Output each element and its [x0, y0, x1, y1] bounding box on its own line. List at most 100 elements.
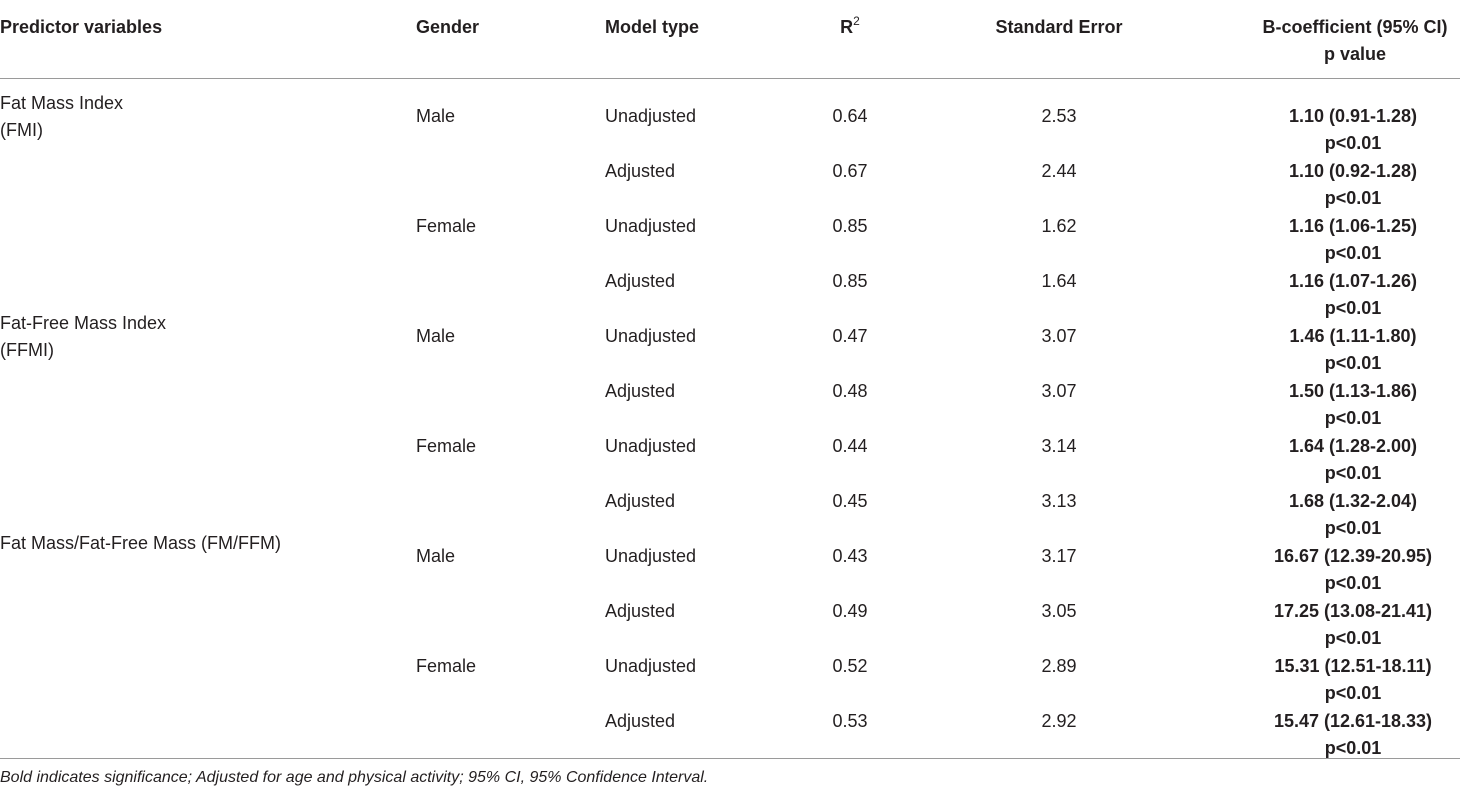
r-squared-cell: 0.43: [832, 546, 868, 566]
r-squared-cell: 0.67: [832, 161, 868, 181]
table-row: Adjusted 0.49 3.05 17.25 (13.08-21.41) p<0.0…: [0, 585, 1460, 648]
model-type-cell: Adjusted: [605, 711, 676, 731]
predictor-name: Fat Mass Index: [0, 93, 124, 113]
r-squared-cell: 0.44: [832, 436, 868, 456]
b-coefficient-cell: 1.68 (1.32-2.04) p<0.01: [1250, 488, 1456, 542]
model-type-cell: Unadjusted: [605, 106, 697, 126]
table-row: Adjusted 0.53 2.92 15.47 (12.61-18.33) p<0.0…: [0, 695, 1460, 758]
r-squared-cell: 0.52: [832, 656, 868, 676]
standard-error-cell: 1.64: [1041, 271, 1077, 291]
b-coefficient-cell: 1.10 (0.91-1.28) p<0.01: [1250, 103, 1456, 157]
r-squared-cell: 0.49: [832, 601, 868, 621]
model-type-cell: Unadjusted: [605, 326, 697, 346]
table-footnote: Bold indicates significance; Adjusted fo…: [0, 769, 709, 786]
model-type-cell: Adjusted: [605, 381, 676, 401]
r-squared-cell: 0.85: [832, 216, 868, 236]
p-value: p<0.01: [1324, 353, 1382, 373]
b-coefficient-cell: 17.25 (13.08-21.41) p<0.01: [1250, 598, 1456, 652]
table-row: Adjusted 0.48 3.07 1.50 (1.13-1.86) p<0.01: [0, 365, 1460, 428]
standard-error-cell: 2.53: [1041, 106, 1077, 126]
p-value: p<0.01: [1324, 188, 1382, 208]
header-r-squared: R2: [800, 14, 900, 41]
predictor-abbreviation: (FMI): [0, 120, 43, 140]
standard-error-cell: 2.92: [1041, 711, 1077, 731]
header-r-squared-superscript: 2: [853, 14, 860, 28]
predictor-group-fmi: Fat Mass Index (FMI): [0, 90, 123, 144]
header-b-coefficient: B-coefficient (95% CI) p value: [1230, 14, 1460, 68]
header-r-squared-base: R: [840, 17, 854, 37]
r-squared-cell: 0.53: [832, 711, 868, 731]
gender-cell: Male: [416, 546, 456, 566]
coefficient-ci-value: 17.25 (13.08-21.41): [1273, 601, 1433, 621]
table-row: Female Unadjusted 0.85 1.62 1.16 (1.06-1.25)…: [0, 200, 1460, 263]
standard-error-cell: 2.44: [1041, 161, 1077, 181]
standard-error-cell: 3.05: [1041, 601, 1077, 621]
p-value: p<0.01: [1324, 408, 1382, 428]
b-coefficient-cell: 1.16 (1.06-1.25) p<0.01: [1250, 213, 1456, 267]
model-type-cell: Unadjusted: [605, 436, 697, 456]
standard-error-cell: 3.13: [1041, 491, 1077, 511]
b-coefficient-cell: 15.31 (12.51-18.11) p<0.01: [1250, 653, 1456, 707]
coefficient-ci-value: 1.16 (1.07-1.26): [1288, 271, 1418, 291]
header-predictor-variables: Predictor variables: [0, 17, 163, 37]
b-coefficient-cell: 1.16 (1.07-1.26) p<0.01: [1250, 268, 1456, 322]
model-type-cell: Adjusted: [605, 491, 676, 511]
r-squared-cell: 0.47: [832, 326, 868, 346]
table-row: Male Unadjusted 0.47 3.07 1.46 (1.11-1.80) p<…: [0, 310, 1460, 373]
p-value: p<0.01: [1324, 683, 1382, 703]
coefficient-ci-value: 1.50 (1.13-1.86): [1288, 381, 1418, 401]
predictor-name: Fat-Free Mass Index: [0, 313, 167, 333]
gender-cell: Male: [416, 326, 456, 346]
coefficient-ci-value: 1.46 (1.11-1.80): [1289, 326, 1417, 346]
p-value: p<0.01: [1324, 298, 1382, 318]
predictor-group-ffmi: Fat-Free Mass Index (FFMI): [0, 310, 166, 364]
gender-cell: Male: [416, 106, 456, 126]
coefficient-ci-value: 15.47 (12.61-18.33): [1273, 711, 1433, 731]
table-header: Predictor variables Gender Model type R2…: [0, 0, 1460, 79]
table-row: Male Unadjusted 0.64 2.53 1.10 (0.91-1.28) p<…: [0, 90, 1460, 153]
coefficient-ci-value: 1.10 (0.91-1.28): [1288, 106, 1418, 126]
predictor-group-fm-ffm: Fat Mass/Fat-Free Mass (FM/FFM): [0, 530, 281, 557]
predictor-name: Fat Mass/Fat-Free Mass (FM/FFM): [0, 533, 281, 553]
model-type-cell: Adjusted: [605, 161, 676, 181]
p-value: p<0.01: [1324, 628, 1382, 648]
header-model-type: Model type: [605, 17, 700, 37]
gender-cell: Female: [416, 436, 477, 456]
r-squared-cell: 0.45: [832, 491, 868, 511]
r-squared-cell: 0.48: [832, 381, 868, 401]
model-type-cell: Adjusted: [605, 271, 676, 291]
gender-cell: Female: [416, 656, 477, 676]
p-value: p<0.01: [1324, 738, 1382, 758]
b-coefficient-cell: 1.50 (1.13-1.86) p<0.01: [1250, 378, 1456, 432]
gender-cell: Female: [416, 216, 477, 236]
model-type-cell: Unadjusted: [605, 656, 697, 676]
table-row: Male Unadjusted 0.43 3.17 16.67 (12.39-20.95…: [0, 530, 1460, 593]
p-value: p<0.01: [1324, 133, 1382, 153]
standard-error-cell: 1.62: [1041, 216, 1077, 236]
model-type-cell: Adjusted: [605, 601, 676, 621]
table-row: Female Unadjusted 0.44 3.14 1.64 (1.28-2.00)…: [0, 420, 1460, 483]
table-row: Adjusted 0.67 2.44 1.10 (0.92-1.28) p<0.01: [0, 145, 1460, 208]
header-b-coefficient-line1: B-coefficient (95% CI): [1262, 17, 1448, 37]
standard-error-cell: 3.14: [1041, 436, 1077, 456]
coefficient-ci-value: 1.68 (1.32-2.04): [1288, 491, 1418, 511]
r-squared-cell: 0.64: [832, 106, 868, 126]
coefficient-ci-value: 16.67 (12.39-20.95): [1273, 546, 1433, 566]
standard-error-cell: 2.89: [1041, 656, 1077, 676]
coefficient-ci-value: 1.16 (1.06-1.25): [1288, 216, 1418, 236]
p-value: p<0.01: [1324, 243, 1382, 263]
standard-error-cell: 3.07: [1041, 381, 1077, 401]
b-coefficient-cell: 1.10 (0.92-1.28) p<0.01: [1250, 158, 1456, 212]
b-coefficient-cell: 1.46 (1.11-1.80) p<0.01: [1250, 323, 1456, 377]
table-row: Female Unadjusted 0.52 2.89 15.31 (12.51-18.…: [0, 640, 1460, 703]
coefficient-ci-value: 15.31 (12.51-18.11): [1274, 656, 1432, 676]
table-row: Adjusted 0.85 1.64 1.16 (1.07-1.26) p<0.01: [0, 255, 1460, 318]
b-coefficient-cell: 1.64 (1.28-2.00) p<0.01: [1250, 433, 1456, 487]
table-bottom-rule: [0, 758, 1460, 759]
table-row: Adjusted 0.45 3.13 1.68 (1.32-2.04) p<0.01: [0, 475, 1460, 538]
model-type-cell: Unadjusted: [605, 216, 697, 236]
p-value: p<0.01: [1324, 463, 1382, 483]
coefficient-ci-value: 1.64 (1.28-2.00): [1288, 436, 1418, 456]
standard-error-cell: 3.17: [1041, 546, 1077, 566]
b-coefficient-cell: 15.47 (12.61-18.33) p<0.01: [1250, 708, 1456, 762]
